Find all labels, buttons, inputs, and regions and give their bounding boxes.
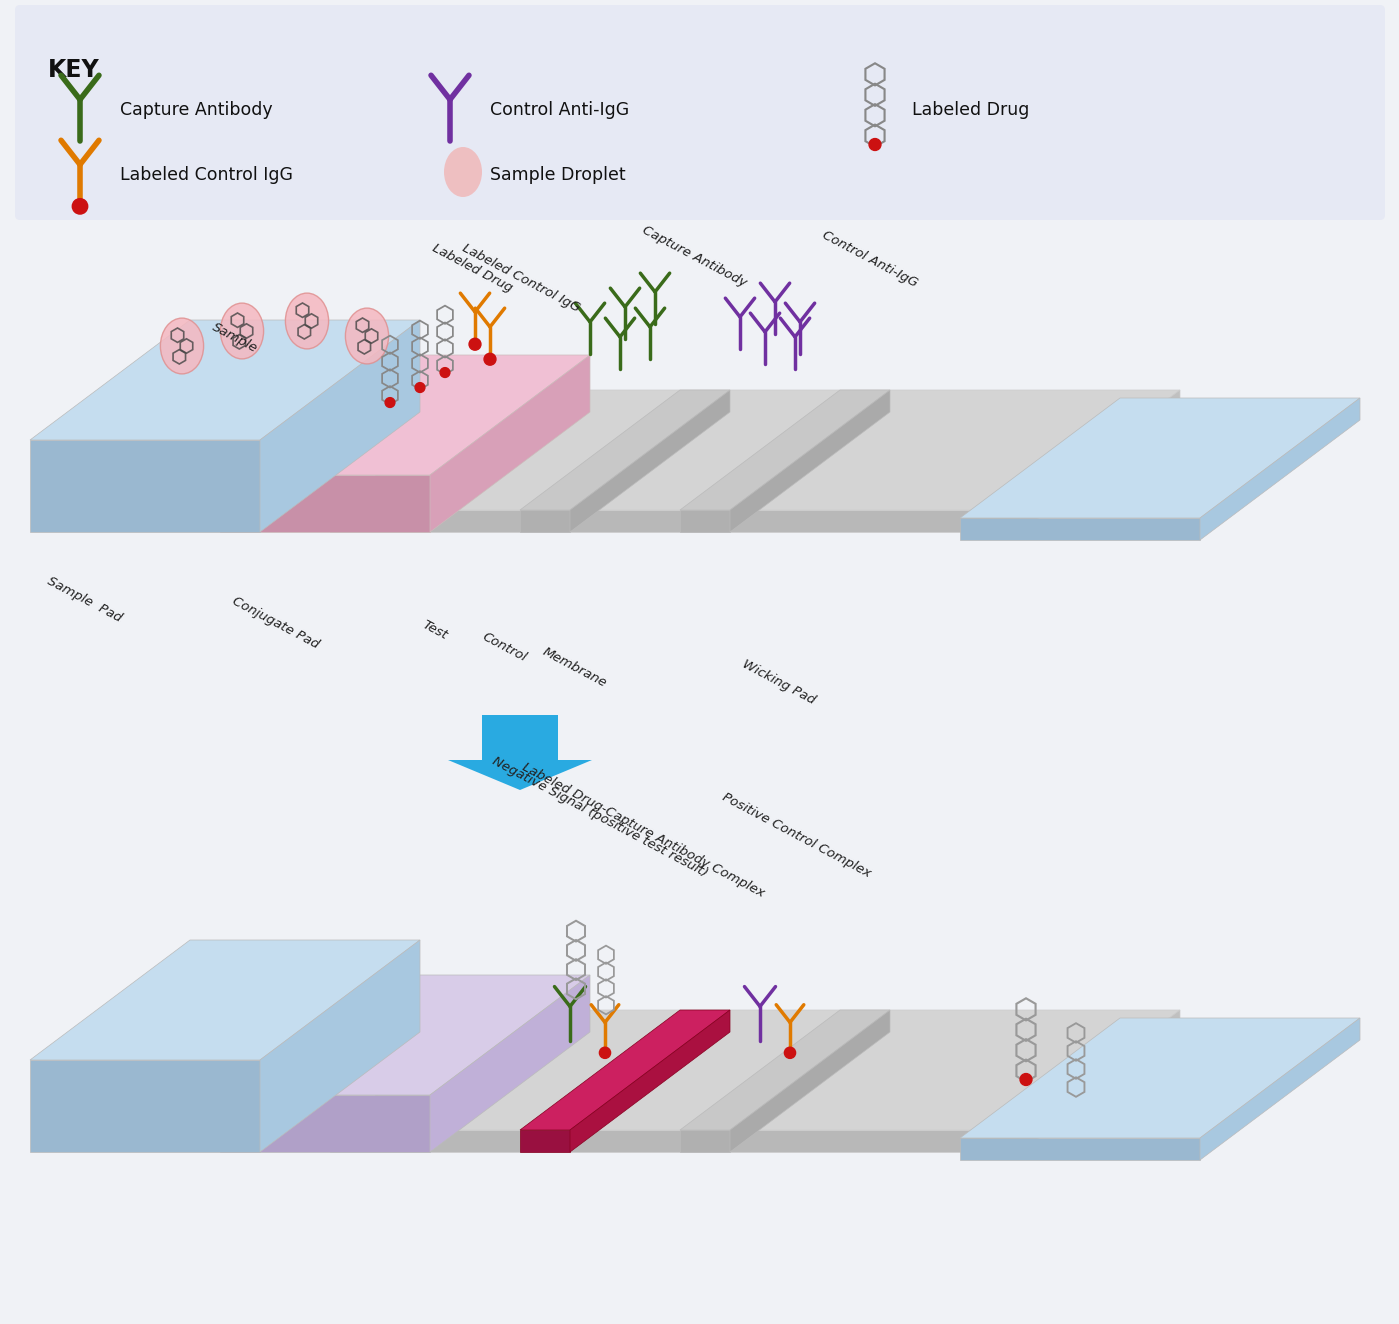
Polygon shape — [330, 391, 1179, 510]
Text: Labeled Drug: Labeled Drug — [429, 242, 515, 295]
Polygon shape — [960, 1139, 1200, 1160]
Polygon shape — [29, 940, 420, 1061]
Polygon shape — [29, 320, 420, 440]
Ellipse shape — [221, 303, 263, 359]
Polygon shape — [520, 510, 569, 532]
Polygon shape — [220, 475, 429, 532]
Ellipse shape — [285, 293, 329, 350]
Polygon shape — [448, 715, 592, 790]
Text: Wicking Pad: Wicking Pad — [740, 658, 817, 707]
Text: Control Anti-IgG: Control Anti-IgG — [820, 229, 919, 290]
Polygon shape — [680, 1129, 730, 1152]
Text: Test: Test — [420, 618, 449, 642]
FancyBboxPatch shape — [15, 5, 1385, 220]
Text: Positive Control Complex: Positive Control Complex — [720, 790, 873, 880]
Circle shape — [785, 1047, 796, 1058]
Polygon shape — [960, 518, 1200, 540]
Polygon shape — [680, 1010, 890, 1129]
Polygon shape — [520, 391, 730, 510]
Polygon shape — [569, 391, 730, 532]
Circle shape — [484, 354, 497, 365]
Text: Capture Antibody: Capture Antibody — [120, 101, 273, 119]
Polygon shape — [260, 940, 420, 1152]
Text: Negative Signal (positive test result): Negative Signal (positive test result) — [490, 755, 711, 880]
Text: Labeled Control IgG: Labeled Control IgG — [460, 242, 582, 315]
Polygon shape — [29, 440, 260, 532]
Polygon shape — [429, 974, 590, 1152]
Polygon shape — [429, 355, 590, 532]
Ellipse shape — [443, 147, 483, 197]
Circle shape — [385, 397, 395, 408]
Polygon shape — [220, 355, 590, 475]
Text: Sample  Pad: Sample Pad — [45, 575, 125, 625]
Text: Conjugate Pad: Conjugate Pad — [229, 594, 322, 651]
Circle shape — [1020, 1074, 1032, 1086]
Circle shape — [73, 199, 88, 214]
Circle shape — [599, 1047, 610, 1058]
Text: Labeled Drug-Capture Antibody Complex: Labeled Drug-Capture Antibody Complex — [520, 760, 767, 900]
Circle shape — [469, 338, 481, 350]
Polygon shape — [1200, 399, 1360, 540]
Polygon shape — [1020, 391, 1179, 532]
Polygon shape — [960, 1018, 1360, 1139]
Text: Capture Antibody: Capture Antibody — [639, 224, 748, 290]
Text: Sample: Sample — [210, 320, 260, 355]
Polygon shape — [569, 1010, 730, 1152]
Circle shape — [416, 383, 425, 392]
Text: Control Anti-IgG: Control Anti-IgG — [490, 101, 630, 119]
Text: Sample Droplet: Sample Droplet — [490, 166, 625, 184]
Text: KEY: KEY — [48, 58, 99, 82]
Text: Membrane: Membrane — [540, 645, 609, 690]
Polygon shape — [730, 391, 890, 532]
Polygon shape — [1200, 1018, 1360, 1160]
Text: Control: Control — [480, 630, 529, 665]
Polygon shape — [1020, 1010, 1179, 1152]
Polygon shape — [520, 1129, 569, 1152]
Polygon shape — [260, 320, 420, 532]
Polygon shape — [29, 1061, 260, 1152]
Circle shape — [441, 368, 450, 377]
Polygon shape — [520, 1010, 730, 1129]
Polygon shape — [330, 510, 1020, 532]
Polygon shape — [220, 974, 590, 1095]
Text: Labeled Control IgG: Labeled Control IgG — [120, 166, 292, 184]
Text: Labeled Drug: Labeled Drug — [912, 101, 1030, 119]
Ellipse shape — [346, 308, 389, 364]
Polygon shape — [680, 391, 890, 510]
Polygon shape — [330, 1129, 1020, 1152]
Polygon shape — [680, 510, 730, 532]
Polygon shape — [220, 1095, 429, 1152]
Polygon shape — [730, 1010, 890, 1152]
Polygon shape — [960, 399, 1360, 518]
Polygon shape — [330, 1010, 1179, 1129]
Circle shape — [869, 139, 881, 151]
Ellipse shape — [161, 318, 204, 373]
